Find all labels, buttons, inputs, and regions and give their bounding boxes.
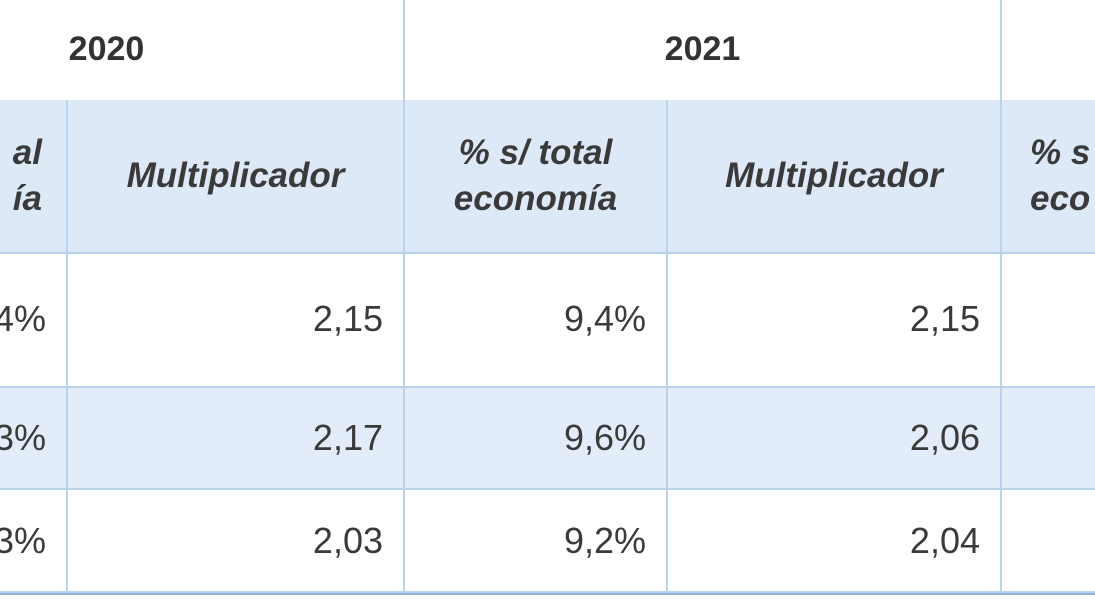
data-cell: 4% — [0, 252, 68, 388]
data-cell: 2,04 — [668, 490, 1002, 593]
data-cell: 9,2% — [405, 490, 668, 593]
year-header-cell: 2021 — [405, 0, 1002, 102]
year-header-cell — [1002, 0, 1095, 102]
column-header: al — [12, 133, 42, 172]
data-cell: 3% — [0, 490, 68, 593]
cell-value: 3% — [0, 417, 46, 458]
column-header-cell: % s eco — [1002, 100, 1095, 254]
cell-value: 2,17 — [312, 417, 383, 458]
column-header: economía — [453, 179, 618, 218]
cell-value: 2,15 — [312, 298, 383, 339]
data-cell: 2,15 — [668, 252, 1002, 388]
cell-value: 4% — [0, 298, 46, 339]
year-header: 2021 — [664, 29, 741, 68]
cell-value: 3% — [0, 519, 46, 561]
data-cell: 2,03 — [68, 490, 405, 593]
data-cell: 2,06 — [668, 388, 1002, 490]
column-header-cell: Multiplicador — [68, 100, 405, 254]
column-header-cell: al ía — [0, 100, 68, 254]
cell-value: 2,15 — [909, 298, 980, 339]
year-header: 2020 — [68, 29, 145, 68]
column-header-cell: Multiplicador — [668, 100, 1002, 254]
column-header: Multiplicador — [126, 156, 345, 195]
data-cell: 9,6% — [405, 388, 668, 490]
data-cell: 2,15 — [68, 252, 405, 388]
column-header: Multiplicador — [725, 156, 943, 195]
column-header: % s — [1030, 133, 1091, 172]
data-cell: 9,4% — [405, 252, 668, 388]
data-cell — [1002, 252, 1095, 388]
cell-value: 9,4% — [563, 298, 646, 339]
cell-value: 9,2% — [563, 519, 646, 561]
data-cell: 3% — [0, 388, 68, 490]
cell-value: 2,03 — [312, 519, 383, 561]
cell-value: 2,06 — [909, 417, 980, 458]
data-cell — [1002, 388, 1095, 490]
table-border — [0, 592, 1095, 595]
column-header: ía — [12, 179, 42, 218]
column-header-cell: % s/ total economía — [405, 100, 668, 254]
data-cell: 2,17 — [68, 388, 405, 490]
column-header: % s/ total — [458, 133, 613, 172]
cell-value: 2,04 — [909, 519, 980, 561]
column-header: eco — [1030, 179, 1091, 218]
year-header-cell: 2020 — [0, 0, 405, 102]
data-cell — [1002, 490, 1095, 593]
cell-value: 9,6% — [563, 417, 646, 458]
